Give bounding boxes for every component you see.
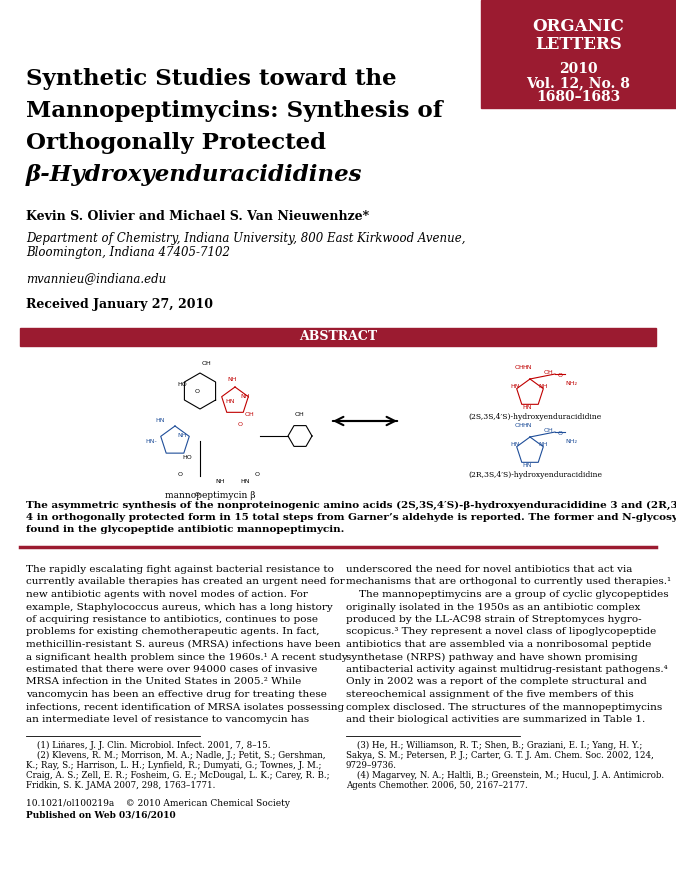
- Text: 4 in orthogonally protected form in 15 total steps from Garner’s aldehyde is rep: 4 in orthogonally protected form in 15 t…: [26, 513, 676, 522]
- Text: HN: HN: [240, 479, 249, 484]
- Text: HO: HO: [182, 455, 192, 460]
- Text: K.; Ray, S.; Harrison, L. H.; Lynfield, R.; Dumyati, G.; Townes, J. M.;: K.; Ray, S.; Harrison, L. H.; Lynfield, …: [26, 760, 322, 770]
- Text: infections, recent identification of MRSA isolates possessing: infections, recent identification of MRS…: [26, 702, 344, 711]
- Text: OH: OH: [295, 412, 305, 417]
- Text: produced by the LL-AC98 strain of Streptomyces hygro-: produced by the LL-AC98 strain of Strept…: [346, 615, 642, 624]
- Text: stereochemical assignment of the five members of this: stereochemical assignment of the five me…: [346, 690, 634, 699]
- Text: Received January 27, 2010: Received January 27, 2010: [26, 298, 213, 311]
- Text: NH: NH: [240, 394, 249, 399]
- Text: (3) He, H.; Williamson, R. T.; Shen, B.; Graziani, E. I.; Yang, H. Y.;: (3) He, H.; Williamson, R. T.; Shen, B.;…: [346, 741, 642, 749]
- Text: ABSTRACT: ABSTRACT: [299, 331, 377, 343]
- Text: O: O: [195, 389, 200, 394]
- Text: LETTERS: LETTERS: [535, 36, 622, 53]
- Text: 9729–9736.: 9729–9736.: [346, 760, 397, 770]
- Text: problems for existing chemotherapeutic agents. In fact,: problems for existing chemotherapeutic a…: [26, 628, 320, 637]
- Text: OH: OH: [544, 428, 554, 433]
- Text: of acquiring resistance to antibiotics, continues to pose: of acquiring resistance to antibiotics, …: [26, 615, 318, 624]
- Text: O: O: [238, 422, 243, 427]
- Text: 1680–1683: 1680–1683: [536, 90, 621, 104]
- Text: HN: HN: [522, 405, 531, 410]
- Text: Department of Chemistry, Indiana University, 800 East Kirkwood Avenue,: Department of Chemistry, Indiana Univers…: [26, 232, 466, 245]
- Text: HN: HN: [522, 463, 531, 468]
- Text: Fridkin, S. K. JAMA 2007, 298, 1763–1771.: Fridkin, S. K. JAMA 2007, 298, 1763–1771…: [26, 781, 216, 789]
- Bar: [481, 0, 676, 108]
- Text: Vol. 12, No. 8: Vol. 12, No. 8: [527, 76, 631, 90]
- Text: (4) Magarvey, N. A.; Haltli, B.; Greenstein, M.; Hucul, J. A. Antimicrob.: (4) Magarvey, N. A.; Haltli, B.; Greenst…: [346, 771, 664, 780]
- Text: OH: OH: [245, 412, 255, 417]
- Text: example, Staphylococcus aureus, which has a long history: example, Staphylococcus aureus, which ha…: [26, 603, 333, 612]
- Text: synthetase (NRPS) pathway and have shown promising: synthetase (NRPS) pathway and have shown…: [346, 653, 637, 661]
- Text: vancomycin has been an effective drug for treating these: vancomycin has been an effective drug fo…: [26, 690, 327, 699]
- Text: underscored the need for novel antibiotics that act via: underscored the need for novel antibioti…: [346, 565, 632, 574]
- Text: NH: NH: [538, 384, 548, 389]
- Text: The mannopeptimycins are a group of cyclic glycopeptides: The mannopeptimycins are a group of cycl…: [346, 590, 669, 599]
- Text: 10.1021/ol100219a    © 2010 American Chemical Society: 10.1021/ol100219a © 2010 American Chemic…: [26, 798, 290, 807]
- Text: antibacterial activity against multidrug-resistant pathogens.⁴: antibacterial activity against multidrug…: [346, 665, 668, 674]
- Text: new antibiotic agents with novel modes of action. For: new antibiotic agents with novel modes o…: [26, 590, 308, 599]
- Text: estimated that there were over 94000 cases of invasive: estimated that there were over 94000 cas…: [26, 665, 317, 674]
- Text: OH: OH: [544, 370, 554, 375]
- Text: Sakya, S. M.; Petersen, P. J.; Carter, G. T. J. Am. Chem. Soc. 2002, 124,: Sakya, S. M.; Petersen, P. J.; Carter, G…: [346, 750, 654, 759]
- Text: mechanisms that are orthogonal to currently used therapies.¹: mechanisms that are orthogonal to curren…: [346, 578, 671, 587]
- Text: OH: OH: [202, 361, 212, 366]
- Text: O: O: [558, 431, 563, 436]
- Text: O: O: [558, 373, 563, 378]
- Text: Orthogonally Protected: Orthogonally Protected: [26, 132, 326, 154]
- Text: O: O: [255, 472, 260, 477]
- Text: antibiotics that are assembled via a nonribosomal peptide: antibiotics that are assembled via a non…: [346, 640, 652, 649]
- Text: OH: OH: [515, 423, 525, 428]
- Text: methicillin-resistant S. aureus (MRSA) infections have been: methicillin-resistant S. aureus (MRSA) i…: [26, 640, 341, 649]
- Text: HN: HN: [522, 423, 531, 428]
- Text: Synthetic Studies toward the: Synthetic Studies toward the: [26, 68, 397, 90]
- Text: originally isolated in the 1950s as an antibiotic complex: originally isolated in the 1950s as an a…: [346, 603, 640, 612]
- Text: NH: NH: [538, 442, 548, 447]
- Text: OH: OH: [515, 365, 525, 370]
- Text: ORGANIC: ORGANIC: [533, 18, 625, 35]
- Text: β-Hydroxyenduracididines: β-Hydroxyenduracididines: [26, 164, 362, 186]
- Text: (2S,3S,4′S)-hydroxyenduracididine: (2S,3S,4′S)-hydroxyenduracididine: [468, 413, 602, 421]
- Text: (2R,3S,4′S)-hydroxyenduracididine: (2R,3S,4′S)-hydroxyenduracididine: [468, 471, 602, 479]
- Text: HN: HN: [510, 384, 519, 389]
- Text: an intermediate level of resistance to vancomycin has: an intermediate level of resistance to v…: [26, 715, 309, 724]
- Text: O: O: [178, 472, 183, 477]
- Text: a significant health problem since the 1960s.¹ A recent study: a significant health problem since the 1…: [26, 653, 347, 661]
- Text: and their biological activities are summarized in Table 1.: and their biological activities are summ…: [346, 715, 646, 724]
- Text: complex disclosed. The structures of the mannopeptimycins: complex disclosed. The structures of the…: [346, 702, 662, 711]
- Text: HN: HN: [225, 399, 235, 404]
- Text: Published on Web 03/16/2010: Published on Web 03/16/2010: [26, 811, 176, 820]
- Text: NH₂: NH₂: [565, 439, 577, 444]
- Text: mannopeptimycin β: mannopeptimycin β: [165, 491, 256, 500]
- Text: The asymmetric synthesis of the nonproteinogenic amino acids (2S,3S,4′S)-β-hydro: The asymmetric synthesis of the nonprote…: [26, 501, 676, 510]
- Text: HO: HO: [177, 382, 187, 387]
- Text: Bloomington, Indiana 47405-7102: Bloomington, Indiana 47405-7102: [26, 246, 230, 259]
- Text: (2) Klevens, R. M.; Morrison, M. A.; Nadle, J.; Petit, S.; Gershman,: (2) Klevens, R. M.; Morrison, M. A.; Nad…: [26, 750, 326, 759]
- Text: HN: HN: [510, 442, 519, 447]
- Text: MRSA infection in the United States in 2005.² While: MRSA infection in the United States in 2…: [26, 677, 301, 686]
- Text: Agents Chemother. 2006, 50, 2167–2177.: Agents Chemother. 2006, 50, 2167–2177.: [346, 781, 528, 789]
- Text: mvannieu@indiana.edu: mvannieu@indiana.edu: [26, 272, 166, 285]
- Text: NH: NH: [227, 377, 237, 382]
- Text: The rapidly escalating fight against bacterial resistance to: The rapidly escalating fight against bac…: [26, 565, 334, 574]
- Text: Mannopeptimycins: Synthesis of: Mannopeptimycins: Synthesis of: [26, 100, 443, 122]
- Text: 2010: 2010: [559, 62, 598, 76]
- Text: Only in 2002 was a report of the complete structural and: Only in 2002 was a report of the complet…: [346, 677, 647, 686]
- Text: Kevin S. Olivier and Michael S. Van Nieuwenhze*: Kevin S. Olivier and Michael S. Van Nieu…: [26, 210, 369, 223]
- Text: (1) Liñares, J. J. Clin. Microbiol. Infect. 2001, 7, 8–15.: (1) Liñares, J. J. Clin. Microbiol. Infe…: [26, 741, 270, 749]
- Text: O: O: [195, 492, 200, 497]
- Bar: [20, 328, 656, 346]
- Text: NH: NH: [215, 479, 224, 484]
- Text: scopicus.³ They represent a novel class of lipoglycopeptide: scopicus.³ They represent a novel class …: [346, 628, 656, 637]
- Text: HN-: HN-: [145, 439, 157, 444]
- Text: Craig, A. S.; Zell, E. R.; Fosheim, G. E.; McDougal, L. K.; Carey, R. B.;: Craig, A. S.; Zell, E. R.; Fosheim, G. E…: [26, 771, 330, 780]
- Text: currently available therapies has created an urgent need for: currently available therapies has create…: [26, 578, 345, 587]
- Text: HN: HN: [522, 365, 531, 370]
- Text: NH: NH: [177, 433, 187, 438]
- Text: NH₂: NH₂: [565, 381, 577, 386]
- Text: HN: HN: [155, 418, 164, 423]
- Text: found in the glycopeptide antibiotic mannopeptimycin.: found in the glycopeptide antibiotic man…: [26, 525, 344, 534]
